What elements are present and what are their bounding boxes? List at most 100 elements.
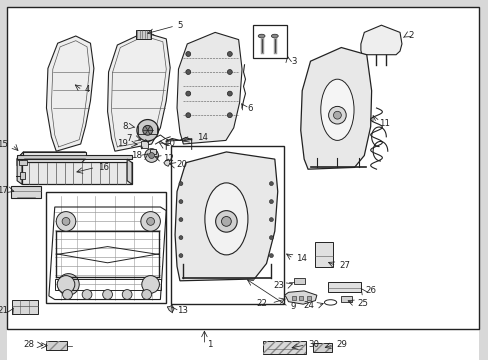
- Polygon shape: [127, 159, 132, 184]
- Ellipse shape: [62, 289, 72, 300]
- Ellipse shape: [141, 212, 160, 231]
- Ellipse shape: [179, 254, 183, 257]
- Bar: [46, 341, 67, 350]
- Bar: [253, 25, 286, 58]
- Ellipse shape: [142, 276, 159, 293]
- Text: 7: 7: [126, 134, 132, 143]
- Ellipse shape: [185, 51, 190, 57]
- Ellipse shape: [58, 274, 79, 295]
- Ellipse shape: [333, 111, 341, 119]
- Bar: [7, 7, 478, 329]
- Ellipse shape: [179, 200, 183, 203]
- Text: 25: 25: [356, 299, 367, 307]
- Ellipse shape: [269, 254, 273, 257]
- Polygon shape: [17, 152, 23, 166]
- Ellipse shape: [148, 153, 154, 158]
- Ellipse shape: [57, 276, 75, 293]
- Text: 18: 18: [131, 151, 142, 160]
- Text: 9: 9: [290, 302, 296, 311]
- Ellipse shape: [122, 289, 132, 300]
- Ellipse shape: [185, 113, 190, 118]
- Ellipse shape: [227, 113, 232, 118]
- Ellipse shape: [221, 216, 231, 226]
- Ellipse shape: [215, 211, 237, 232]
- Polygon shape: [17, 155, 132, 159]
- Bar: [11, 186, 41, 198]
- Text: 16: 16: [98, 163, 108, 172]
- Polygon shape: [17, 152, 85, 159]
- Ellipse shape: [142, 125, 152, 135]
- Text: 22: 22: [256, 299, 267, 307]
- Text: 11: 11: [378, 118, 389, 127]
- Polygon shape: [177, 32, 242, 144]
- Text: 15: 15: [0, 140, 8, 149]
- Text: 10: 10: [163, 139, 174, 148]
- Ellipse shape: [146, 217, 154, 225]
- Bar: [171, 146, 283, 304]
- Bar: [263, 341, 305, 354]
- Ellipse shape: [137, 120, 158, 141]
- Text: 2: 2: [407, 31, 413, 40]
- Polygon shape: [300, 48, 371, 169]
- Bar: [312, 343, 331, 352]
- Polygon shape: [175, 152, 277, 281]
- Bar: [306, 296, 310, 300]
- Bar: [341, 296, 351, 302]
- Text: 5: 5: [177, 21, 183, 30]
- Polygon shape: [360, 25, 401, 55]
- Ellipse shape: [320, 79, 353, 140]
- Ellipse shape: [185, 69, 190, 75]
- Text: 26: 26: [365, 287, 375, 295]
- Polygon shape: [17, 159, 22, 184]
- Ellipse shape: [271, 34, 278, 38]
- Bar: [20, 172, 25, 179]
- Ellipse shape: [269, 236, 273, 239]
- Bar: [141, 141, 148, 148]
- Text: 29: 29: [335, 341, 346, 349]
- Bar: [149, 149, 155, 154]
- Ellipse shape: [62, 217, 70, 225]
- Ellipse shape: [144, 149, 158, 162]
- Text: 28: 28: [23, 341, 34, 349]
- Polygon shape: [107, 32, 170, 151]
- Ellipse shape: [258, 34, 264, 38]
- Bar: [22, 162, 132, 184]
- Text: 3: 3: [290, 57, 296, 66]
- Text: 21: 21: [0, 306, 8, 315]
- Text: 4: 4: [84, 85, 90, 94]
- Bar: [292, 296, 296, 300]
- Ellipse shape: [82, 289, 92, 300]
- Text: 14: 14: [197, 133, 207, 142]
- Ellipse shape: [179, 182, 183, 185]
- Bar: [315, 242, 332, 267]
- Text: 8: 8: [122, 122, 128, 131]
- Bar: [263, 341, 305, 354]
- Text: 14: 14: [295, 254, 306, 263]
- Bar: [136, 30, 150, 39]
- Text: 27: 27: [338, 261, 349, 270]
- Ellipse shape: [102, 289, 112, 300]
- Text: 20: 20: [176, 161, 186, 169]
- Ellipse shape: [56, 212, 76, 231]
- Ellipse shape: [142, 289, 151, 300]
- Polygon shape: [46, 36, 94, 151]
- Ellipse shape: [227, 91, 232, 96]
- Text: 6: 6: [246, 104, 252, 112]
- Bar: [55, 279, 161, 290]
- Bar: [46, 192, 166, 303]
- Bar: [294, 278, 305, 284]
- Ellipse shape: [227, 51, 232, 57]
- Bar: [12, 300, 38, 314]
- Bar: [7, 329, 478, 360]
- Bar: [327, 282, 360, 292]
- Ellipse shape: [269, 218, 273, 221]
- Ellipse shape: [185, 91, 190, 96]
- Ellipse shape: [179, 236, 183, 239]
- Ellipse shape: [204, 183, 247, 255]
- Bar: [19, 160, 27, 165]
- Text: 23: 23: [273, 281, 284, 289]
- Ellipse shape: [227, 69, 232, 75]
- Text: 19: 19: [117, 139, 128, 148]
- Polygon shape: [23, 152, 85, 159]
- Polygon shape: [17, 158, 85, 166]
